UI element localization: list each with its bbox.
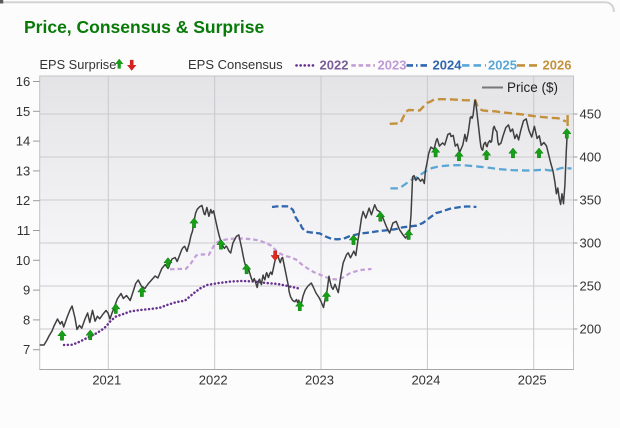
svg-text:2022: 2022 bbox=[199, 373, 228, 388]
svg-text:9: 9 bbox=[23, 283, 30, 298]
svg-text:200: 200 bbox=[580, 322, 602, 337]
svg-text:300: 300 bbox=[580, 236, 602, 251]
svg-text:Price, Consensus & Surprise: Price, Consensus & Surprise bbox=[24, 17, 264, 37]
svg-text:2024: 2024 bbox=[433, 58, 463, 73]
svg-text:15: 15 bbox=[16, 104, 30, 119]
svg-text:2024: 2024 bbox=[411, 373, 440, 388]
svg-text:2025: 2025 bbox=[488, 58, 517, 73]
svg-text:10: 10 bbox=[16, 253, 30, 268]
svg-text:400: 400 bbox=[580, 150, 602, 165]
svg-text:EPS Consensus: EPS Consensus bbox=[188, 57, 283, 72]
svg-text:350: 350 bbox=[580, 193, 602, 208]
svg-text:2023: 2023 bbox=[378, 58, 407, 73]
svg-text:250: 250 bbox=[580, 279, 602, 294]
svg-text:2023: 2023 bbox=[305, 373, 334, 388]
svg-text:Price ($): Price ($) bbox=[507, 80, 558, 95]
svg-text:EPS Surprise: EPS Surprise bbox=[40, 57, 117, 72]
svg-text:450: 450 bbox=[580, 107, 602, 122]
svg-text:2026: 2026 bbox=[543, 58, 572, 73]
svg-text:12: 12 bbox=[16, 193, 30, 208]
svg-text:14: 14 bbox=[16, 134, 30, 149]
svg-text:2025: 2025 bbox=[518, 373, 547, 388]
svg-text:11: 11 bbox=[17, 223, 31, 238]
svg-text:8: 8 bbox=[23, 312, 30, 327]
svg-text:2021: 2021 bbox=[92, 373, 121, 388]
svg-text:2022: 2022 bbox=[320, 58, 349, 73]
svg-text:13: 13 bbox=[16, 163, 30, 178]
svg-text:16: 16 bbox=[16, 74, 30, 89]
svg-text:7: 7 bbox=[23, 342, 30, 357]
